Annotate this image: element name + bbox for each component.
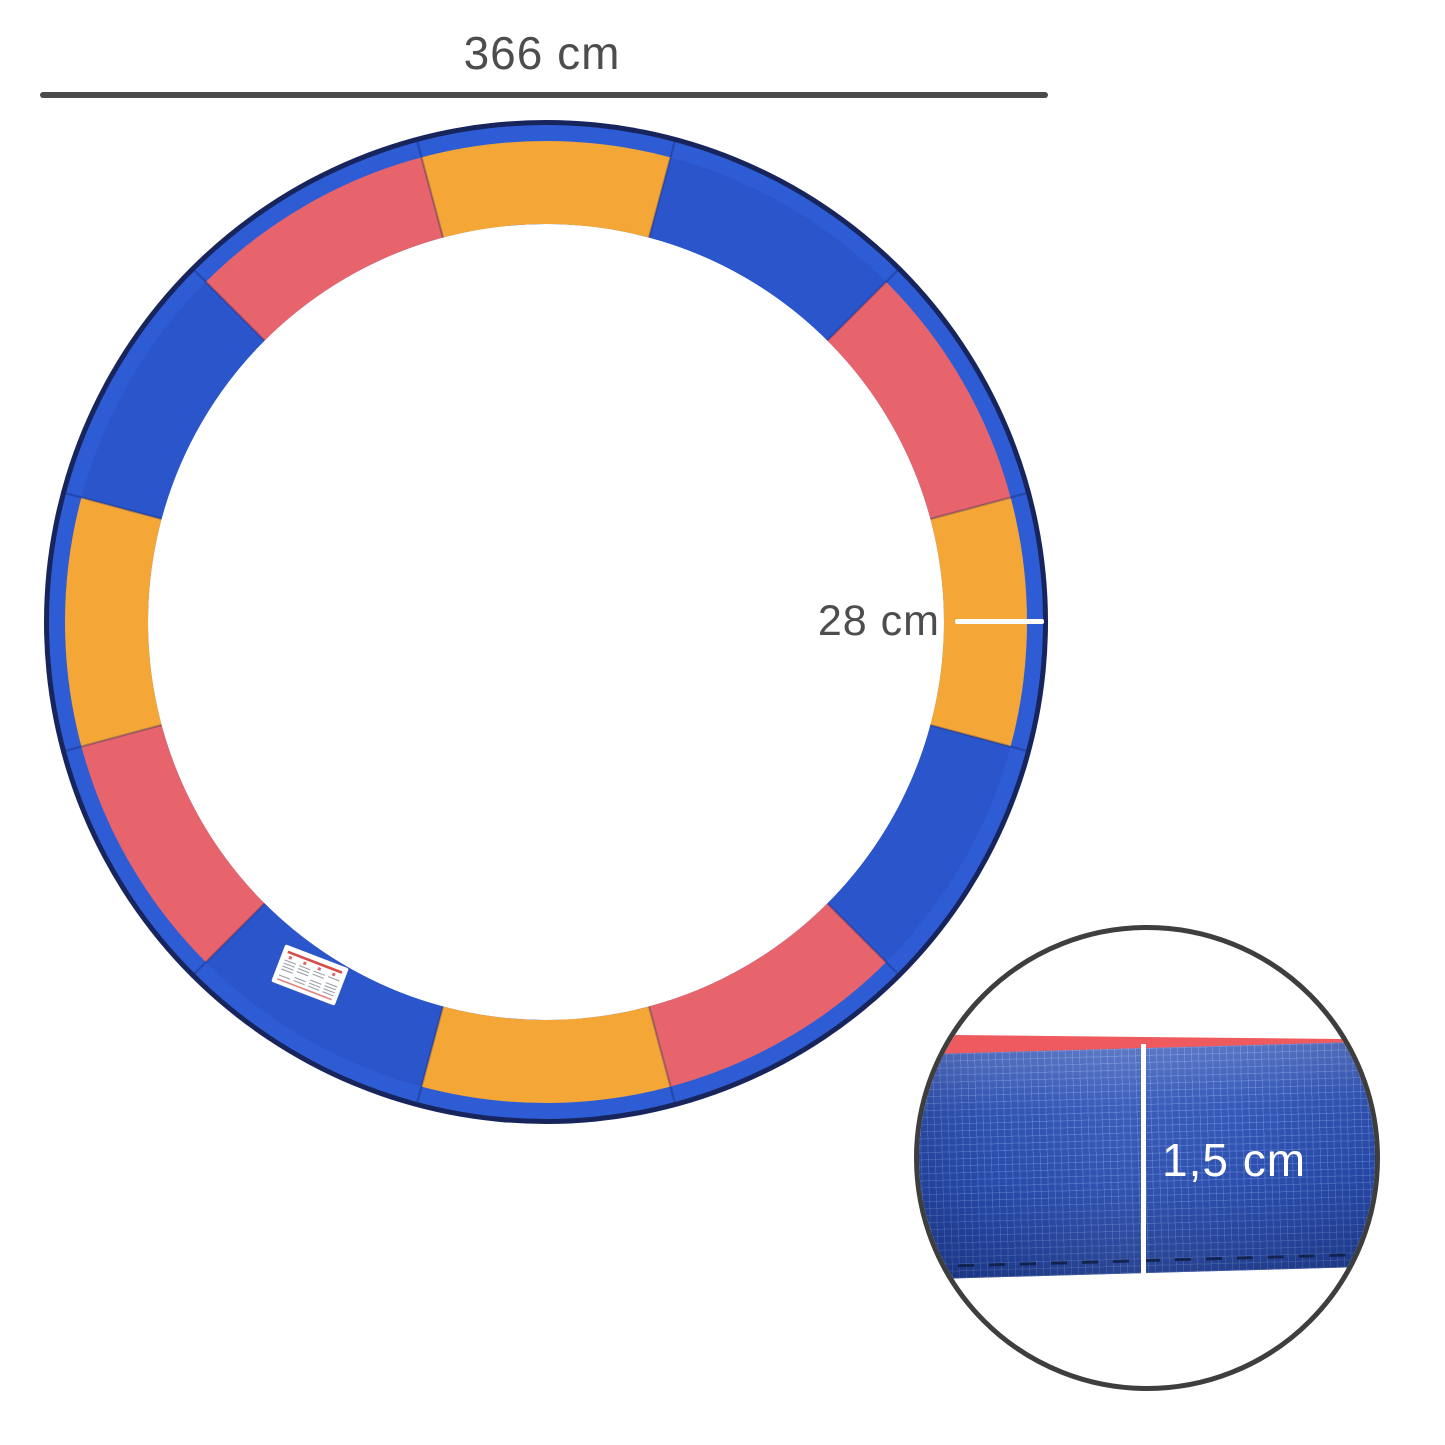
warning-label-text-line xyxy=(283,962,295,968)
warning-label-text-line xyxy=(312,973,324,979)
segment-seam xyxy=(647,1006,676,1103)
stitch-seam xyxy=(919,1251,1375,1270)
warning-label-bottom-stripe xyxy=(277,978,332,1001)
warning-label-text-line xyxy=(313,970,326,976)
warning-label-text-line xyxy=(324,985,337,991)
warning-label-text-line xyxy=(282,965,294,971)
warning-label-text-line xyxy=(294,976,306,983)
thickness-measure-line xyxy=(1141,1044,1146,1287)
warning-label-text-line xyxy=(284,959,297,965)
warning-label-icon xyxy=(288,955,293,960)
segment-seam xyxy=(416,1006,445,1103)
overall-width-label: 366 cm xyxy=(463,27,621,79)
segment-seam xyxy=(416,141,445,238)
warning-label-text-line xyxy=(297,968,310,974)
warning-label-text-line xyxy=(322,991,334,997)
pad-width-label: 28 cm xyxy=(817,597,940,645)
segment-seam xyxy=(65,492,162,521)
ring-segment-blue xyxy=(649,157,887,341)
ring-segment-blue xyxy=(827,725,1011,963)
thickness-label: 1,5 cm xyxy=(1162,1134,1307,1186)
ring-segment-red xyxy=(81,725,265,963)
ring-segment-blue xyxy=(81,281,265,519)
warning-label-icon xyxy=(331,972,336,977)
thickness-detail-inset: 1,5 cm xyxy=(914,925,1380,1391)
segment-seam xyxy=(193,902,266,975)
warning-label-text-line xyxy=(293,979,305,986)
warning-label-text-line xyxy=(308,982,321,988)
segment-seam xyxy=(647,141,676,238)
warning-label-text-line xyxy=(307,985,320,991)
warning-label-text-line xyxy=(298,965,311,971)
ring-segment-red xyxy=(827,281,1011,519)
ring-segment-red xyxy=(205,157,443,341)
warning-label-top-stripe xyxy=(287,950,343,974)
ring-segment-orange xyxy=(421,1006,671,1103)
warning-label-text-line xyxy=(310,979,322,985)
warning-label-text-line xyxy=(278,974,291,980)
segment-seam xyxy=(193,269,266,342)
warning-label-text-line xyxy=(323,988,335,994)
warning-label-icon xyxy=(317,966,322,971)
segment-seam xyxy=(826,902,899,975)
warning-label-paper xyxy=(271,944,349,1006)
warning-label-text-line xyxy=(327,976,340,982)
ring-segment-orange xyxy=(65,497,162,747)
ring-segment-red xyxy=(649,903,887,1087)
warning-label-text-line xyxy=(281,968,293,974)
ring-inner-hole xyxy=(148,224,944,1020)
segment-seam xyxy=(826,269,899,342)
inset-pad-tube xyxy=(919,1040,1375,1281)
warning-label-text-line xyxy=(325,982,338,988)
warning-label-icon xyxy=(302,961,307,966)
warning-label-text-line xyxy=(296,971,309,977)
pad-width-measure-line xyxy=(955,619,1044,624)
overall-width-dimension-line xyxy=(40,92,1048,98)
segment-seam xyxy=(930,492,1027,521)
segment-seam xyxy=(930,723,1027,752)
warning-label xyxy=(271,944,349,1006)
segment-seam xyxy=(65,723,162,752)
ring-segment-orange xyxy=(421,141,671,238)
